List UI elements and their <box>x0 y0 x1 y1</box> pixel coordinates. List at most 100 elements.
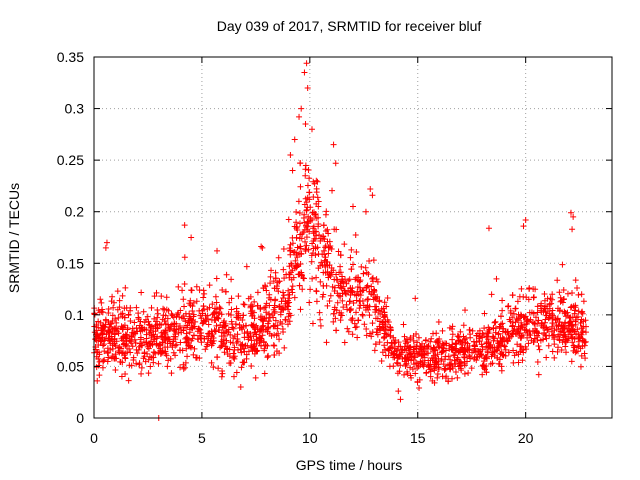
data-point <box>198 330 205 337</box>
data-point <box>536 346 543 353</box>
data-point <box>212 328 219 335</box>
data-point <box>223 271 230 278</box>
data-point <box>534 359 541 366</box>
data-point <box>572 349 579 356</box>
data-point <box>213 275 220 282</box>
data-point <box>224 350 231 357</box>
data-point <box>188 287 195 294</box>
data-point <box>282 304 289 311</box>
data-point <box>119 292 126 299</box>
data-point <box>316 309 323 316</box>
data-point <box>251 298 258 305</box>
data-point <box>355 317 362 324</box>
data-point <box>164 315 171 322</box>
data-point <box>489 360 496 367</box>
data-point <box>555 344 562 351</box>
data-point <box>290 249 297 256</box>
data-point <box>114 288 121 295</box>
data-point <box>362 306 369 313</box>
chart-title: Day 039 of 2017, SRMTID for receiver blu… <box>217 18 482 34</box>
data-point <box>109 312 116 319</box>
data-point <box>434 371 441 378</box>
data-point <box>499 307 506 314</box>
data-point <box>330 318 337 325</box>
data-point <box>279 326 286 333</box>
data-point <box>438 357 445 364</box>
data-point <box>428 335 435 342</box>
data-point <box>332 160 339 167</box>
data-point <box>577 363 584 370</box>
data-point <box>272 275 279 282</box>
data-point <box>326 271 333 278</box>
data-point <box>127 317 134 324</box>
data-point <box>287 312 294 319</box>
data-point <box>234 331 241 338</box>
data-point <box>464 347 471 354</box>
data-point <box>481 363 488 370</box>
data-point <box>250 309 257 316</box>
data-point <box>440 345 447 352</box>
data-point <box>329 187 336 194</box>
data-point <box>280 245 287 252</box>
data-point <box>305 213 312 220</box>
data-point <box>145 321 152 328</box>
data-point <box>578 325 585 332</box>
data-point <box>292 263 299 270</box>
data-point <box>350 300 357 307</box>
data-point <box>499 338 506 345</box>
data-point <box>376 297 383 304</box>
data-point <box>265 318 272 325</box>
data-point <box>213 322 220 329</box>
data-point <box>230 373 237 380</box>
data-point <box>300 214 307 221</box>
data-point <box>568 322 575 329</box>
data-point <box>97 338 104 345</box>
data-point <box>99 364 106 371</box>
data-point <box>565 329 572 336</box>
data-point <box>313 177 320 184</box>
data-point <box>368 290 375 297</box>
y-tick-label: 0.05 <box>57 358 84 374</box>
data-point <box>558 346 565 353</box>
data-point <box>325 244 332 251</box>
data-point <box>132 330 139 337</box>
data-point <box>178 329 185 336</box>
data-point <box>145 318 152 325</box>
data-point <box>370 286 377 293</box>
data-point <box>323 339 330 346</box>
data-point <box>431 363 438 370</box>
data-point <box>394 370 401 377</box>
data-point <box>448 346 455 353</box>
data-point <box>561 320 568 327</box>
data-point <box>121 340 128 347</box>
data-point <box>234 338 241 345</box>
data-point <box>369 192 376 199</box>
data-point <box>201 290 208 297</box>
data-point <box>407 334 414 341</box>
data-point <box>225 329 232 336</box>
data-point <box>272 296 279 303</box>
data-point <box>271 302 278 309</box>
data-point <box>154 324 161 331</box>
data-point <box>226 299 233 306</box>
data-point <box>339 276 346 283</box>
data-point <box>404 343 411 350</box>
data-point <box>514 298 521 305</box>
data-point <box>293 219 300 226</box>
data-point <box>540 308 547 315</box>
x-tick-label: 10 <box>302 430 318 446</box>
data-point <box>137 328 144 335</box>
data-point <box>368 283 375 290</box>
data-point <box>151 333 158 340</box>
data-point <box>452 368 459 375</box>
data-point <box>116 349 123 356</box>
data-point <box>204 312 211 319</box>
data-point <box>313 200 320 207</box>
data-point <box>363 332 370 339</box>
data-point <box>504 337 511 344</box>
data-point <box>498 367 505 374</box>
data-point <box>500 352 507 359</box>
data-point <box>350 261 357 268</box>
data-point <box>188 319 195 326</box>
data-point <box>551 336 558 343</box>
